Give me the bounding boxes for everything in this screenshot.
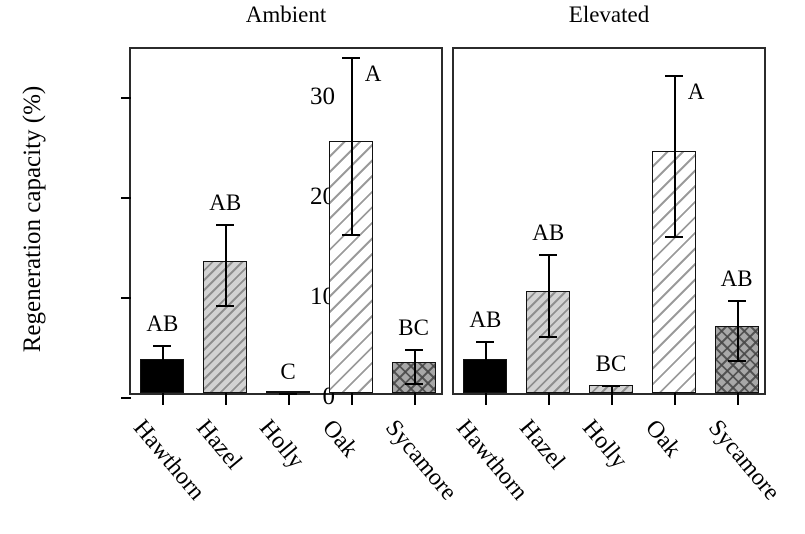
error-bar-line [673,75,676,236]
error-bar-cap-lower [727,360,746,362]
significance-label-hawthorn: AB [469,307,502,332]
x-axis-tick-label-sycamore: Sycamore [379,415,462,506]
x-axis-tick [673,393,676,405]
y-axis-tick [121,297,131,299]
x-axis-tick [162,393,165,405]
significance-label-holly: C [280,359,296,384]
error-bar-cap-upper [153,345,172,347]
significance-label-sycamore: AB [720,266,753,291]
x-axis-tick [485,393,488,405]
error-bar-line [162,345,165,363]
significance-label-hazel: AB [532,220,565,245]
error-bar-cap-lower [664,236,683,238]
panel-title-ambient: Ambient [245,2,327,27]
x-axis-tick-label-oak: Oak [316,415,363,463]
y-axis-tick [121,197,131,199]
x-axis-tick [611,393,613,405]
error-bar-line [350,57,353,234]
y-axis-tick [121,397,131,399]
x-axis-tick-label-hazel: Hazel [191,415,248,475]
error-bar-cap-lower [404,383,423,385]
significance-label-oak: A [687,79,705,104]
significance-label-hazel: AB [209,190,242,215]
x-axis-tick-label-holly: Holly [254,415,310,474]
error-bar-cap-upper [602,385,620,387]
panel-title-elevated: Elevated [568,2,650,27]
plot-panel-ambient: 0 10 20 30 Hawthorn AB Hazel AB Holly C Oak A Sycamo… [121,47,461,505]
x-axis-tick [288,393,290,405]
x-axis-tick [350,393,353,405]
error-bar-cap-lower [153,363,172,365]
error-bar-cap-lower [476,363,495,365]
error-bar-cap-lower [341,234,360,236]
error-bar-line [485,341,488,363]
y-axis-tick [121,97,131,99]
y-axis-title: Regeneration capacity (%) [19,85,46,353]
x-axis-tick [225,393,228,405]
error-bar-cap-upper [216,224,235,226]
significance-label-sycamore: BC [398,315,429,340]
error-bar-line [225,224,228,305]
x-axis-tick-label-oak: Oak [639,415,686,463]
error-bar-line [548,254,551,336]
x-axis-tick-label-sycamore: Sycamore [702,415,785,506]
x-axis-tick-label-hazel: Hazel [514,415,571,475]
error-bar-cap-upper [664,75,683,77]
error-bar-line [413,349,416,383]
x-axis-tick-label-holly: Holly [577,415,633,474]
error-bar-cap-upper [279,393,297,395]
x-axis-tick [736,393,739,405]
error-bar-line [736,300,739,360]
y-axis-tick-label: 30 [310,83,335,110]
error-bar-line [288,393,290,397]
error-bar-cap-upper [404,349,423,351]
significance-label-oak: A [364,61,382,86]
plot-panel-elevated: Hawthorn AB Hazel AB Holly BC Oak A Sycamore AB [451,47,784,505]
significance-label-hawthorn: AB [146,311,179,336]
error-bar-cap-upper [476,341,495,343]
error-bar-cap-lower [216,305,235,307]
significance-label-holly: BC [595,351,627,376]
x-axis-tick [413,393,416,405]
bar-holly [266,390,310,393]
error-bar-cap-upper [341,57,360,59]
error-bar-cap-upper [727,300,746,302]
error-bar-line [611,385,613,393]
x-axis-tick [548,393,551,405]
error-bar-cap-lower [539,336,558,338]
error-bar-cap-upper [539,254,558,256]
